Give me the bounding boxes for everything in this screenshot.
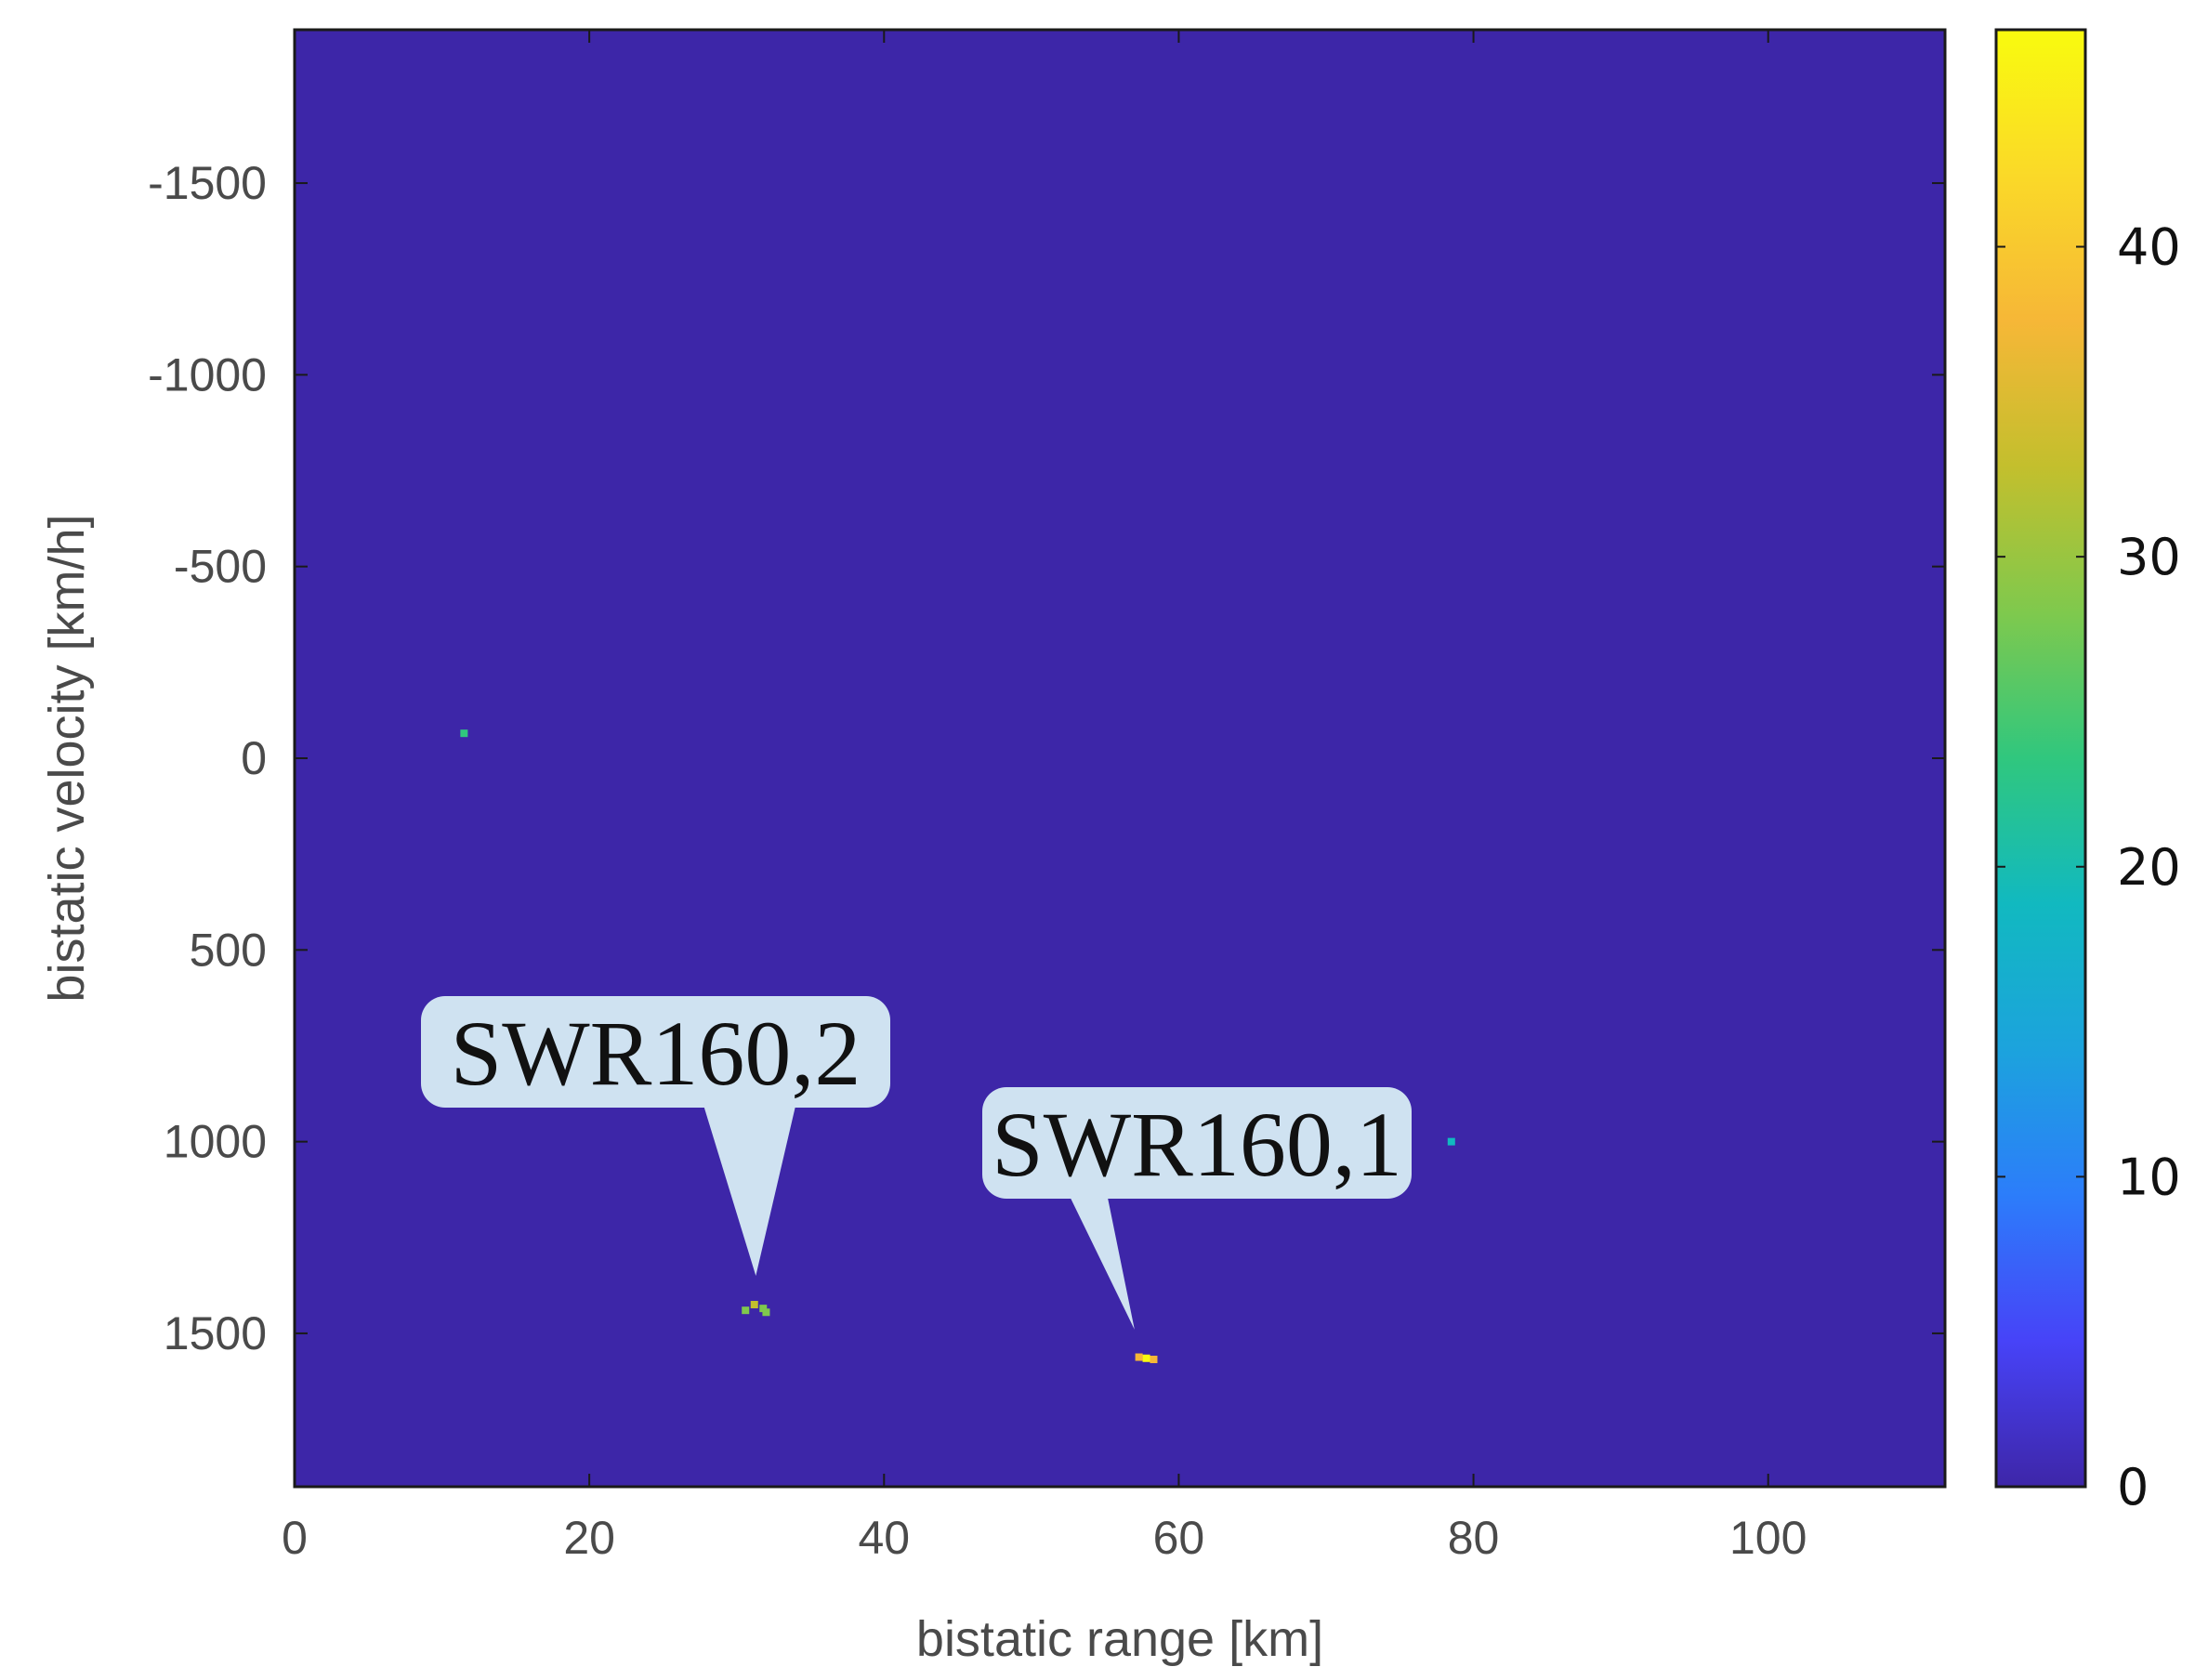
x-tick-label: 60 — [1153, 1512, 1205, 1564]
data-point — [460, 729, 468, 738]
data-point — [1135, 1353, 1143, 1361]
x-tick-label: 40 — [858, 1512, 910, 1564]
x-tick-label: 100 — [1729, 1512, 1807, 1564]
colorbar-tick-label: 20 — [2117, 838, 2181, 897]
y-axis-ticks: -1500 -1000 -500 0 500 1000 1500 — [148, 157, 1945, 1359]
callout-box — [982, 1087, 1412, 1199]
colorbar — [1994, 28, 2087, 1489]
y-tick-label: -500 — [174, 541, 267, 593]
colorbar-tick-label: 10 — [2117, 1148, 2181, 1206]
y-axis-title: bistatic velocity [km/h] — [39, 514, 95, 1002]
data-point — [762, 1308, 770, 1317]
colorbar-tick-label: 40 — [2117, 218, 2181, 277]
data-point — [1150, 1356, 1158, 1364]
x-tick-label: 80 — [1448, 1512, 1500, 1564]
colorbar-tick-label: 0 — [2117, 1458, 2149, 1516]
colorbar-ticks: 0 10 20 30 40 — [1996, 218, 2181, 1516]
y-tick-label: -1500 — [148, 157, 267, 209]
colorbar-tick-label: 30 — [2117, 528, 2181, 586]
x-axis-title: bistatic range [km] — [916, 1611, 1323, 1667]
callouts: SWR160,2 SWR160,1 — [421, 996, 1412, 1330]
callout-1: SWR160,2 — [421, 996, 890, 1277]
callout-text: SWR160,1 — [992, 1093, 1402, 1196]
data-points — [460, 729, 1455, 1364]
data-point — [750, 1301, 758, 1308]
x-axis-ticks: 0 20 40 60 80 100 — [282, 30, 1807, 1564]
x-tick-label: 0 — [282, 1512, 308, 1564]
callout-pointer — [703, 1102, 796, 1277]
data-point — [1142, 1354, 1150, 1362]
data-point — [742, 1306, 750, 1315]
plot-area — [293, 28, 1947, 1489]
callout-box — [421, 996, 890, 1108]
callout-text: SWR160,2 — [451, 1002, 861, 1105]
y-tick-label: 500 — [190, 924, 267, 976]
data-point — [759, 1305, 768, 1313]
y-tick-label: -1000 — [148, 348, 267, 400]
y-tick-label: 0 — [241, 732, 267, 784]
x-tick-label: 20 — [563, 1512, 615, 1564]
y-tick-label: 1000 — [164, 1116, 267, 1168]
callout-pointer — [1068, 1193, 1135, 1330]
callout-2: SWR160,1 — [982, 1087, 1412, 1330]
y-tick-label: 1500 — [164, 1307, 267, 1359]
data-point — [1447, 1137, 1455, 1146]
